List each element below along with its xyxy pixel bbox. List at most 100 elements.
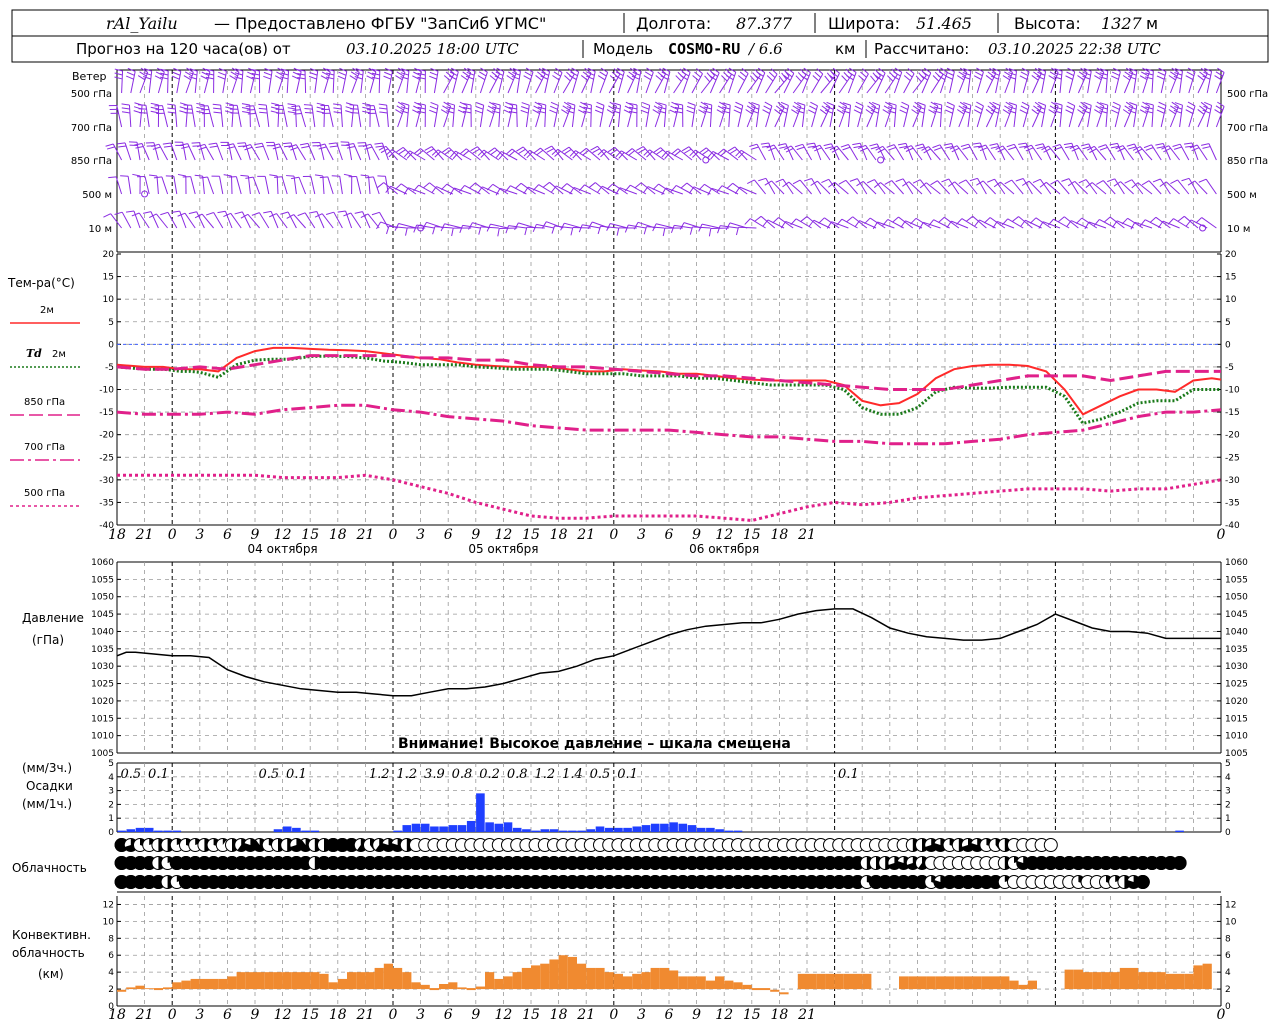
wind-barb — [299, 142, 316, 161]
wind-barb — [223, 174, 233, 195]
wind-barb — [271, 143, 288, 161]
wind-barb — [208, 142, 224, 161]
wind-barb — [737, 68, 749, 94]
wind-calm-mark — [141, 190, 149, 198]
conv-bar — [512, 972, 522, 990]
precip-unit-top: (мм/3ч.) — [22, 761, 72, 775]
wind-barb — [1066, 220, 1088, 229]
precip-title: Осадки — [26, 779, 73, 793]
wind-barb — [590, 145, 610, 161]
x-hour-label: 0 — [168, 527, 177, 543]
x-hour-label: 0 — [389, 527, 398, 543]
wind-barb — [183, 67, 194, 94]
wind-barb — [919, 182, 941, 195]
wind-level-label: 500 гПа — [71, 89, 112, 100]
wind-barb — [486, 183, 509, 195]
precip-bar — [282, 826, 292, 832]
wind-barb — [1177, 215, 1199, 229]
x-hour-label: 3 — [416, 527, 425, 543]
precip-total-label: 1.2 — [534, 767, 555, 782]
wind-barb — [162, 142, 178, 161]
wind-barb — [762, 101, 773, 128]
wind-barb — [808, 101, 818, 128]
wind-barb — [840, 144, 859, 161]
wind-barb — [136, 175, 150, 195]
wind-barb — [808, 219, 831, 229]
wind-barb — [320, 105, 334, 128]
conv-bar — [328, 982, 338, 990]
conv-bar — [1156, 972, 1166, 990]
wind-barb — [431, 149, 454, 161]
precip-total-label: 0.8 — [507, 767, 528, 782]
y-tick-label-left: -10 — [99, 386, 114, 396]
wind-barb — [1082, 101, 1092, 128]
x-hour-label: 3 — [637, 1007, 646, 1023]
wind-barb — [836, 218, 858, 229]
y-tick-label-left: 1 — [108, 814, 114, 824]
wind-barb — [853, 101, 864, 128]
forecast-prefix: Прогноз на 120 часа(ов) от — [76, 40, 291, 58]
wind-barb — [412, 101, 422, 128]
conv-bar — [301, 972, 311, 990]
wind-barb — [1189, 144, 1208, 161]
wind-barb — [1202, 101, 1213, 128]
wind-barb — [314, 174, 325, 195]
wind-barb — [958, 179, 978, 195]
wind-barb — [608, 68, 621, 94]
precip-total-label: 0.1 — [286, 767, 307, 782]
cloud-cover-icon — [1043, 838, 1058, 852]
x-hour-label: 3 — [195, 527, 204, 543]
wind-barb — [114, 68, 124, 94]
wind-barb — [417, 102, 426, 128]
precip-bar — [706, 827, 715, 832]
wind-barb — [302, 175, 316, 195]
station-name: rAl_Yailu — [106, 14, 178, 33]
wind-barb — [362, 102, 371, 128]
wind-barb — [459, 184, 481, 195]
wind-barb — [932, 144, 951, 161]
wind-barb — [432, 226, 453, 235]
wind-level-label: 850 гПа — [71, 156, 112, 167]
wind-barb — [983, 217, 1006, 229]
wind-barb — [886, 144, 905, 161]
conv-bar — [402, 972, 412, 990]
model-name: COSMO-RU — [668, 40, 740, 58]
y-tick-label-left: -35 — [99, 498, 114, 508]
conv-bar — [659, 967, 669, 990]
x-hour-label: 18 — [770, 1007, 788, 1023]
conv-bar — [1009, 980, 1019, 990]
wind-barb — [872, 221, 895, 230]
lon-value: 87.377 — [736, 14, 793, 33]
wind-barb — [505, 148, 527, 161]
wind-barb — [1006, 143, 1024, 161]
conv-bar — [1027, 980, 1037, 990]
precip-bar — [678, 823, 688, 832]
wind-barb — [333, 103, 343, 128]
wind-barb — [561, 101, 572, 128]
wind-barb — [775, 178, 794, 195]
wind-barb — [1004, 179, 1024, 195]
wind-barb — [1124, 179, 1144, 195]
wind-barb — [103, 213, 122, 229]
conv-bar — [153, 988, 163, 991]
wind-barb — [196, 143, 215, 161]
wind-calm-mark — [702, 156, 710, 164]
wind-barb — [774, 101, 785, 128]
wind-barb — [1019, 67, 1030, 94]
x-hour-label: 9 — [692, 527, 701, 543]
precip-bar — [402, 825, 412, 832]
wind-barb — [1152, 178, 1171, 195]
x-hour-label: 6 — [223, 527, 232, 543]
wind-barb — [459, 224, 481, 234]
x-hour-label: 0 — [609, 1007, 618, 1023]
wind-barb — [1075, 217, 1098, 229]
wind-barb — [211, 175, 224, 195]
y-tick-label-left: 4 — [108, 773, 114, 783]
wind-barb — [686, 102, 696, 128]
precip-bar — [430, 826, 439, 832]
conv-bar — [218, 978, 228, 990]
wind-barb — [331, 175, 343, 195]
wind-barb — [1128, 102, 1138, 128]
y-tick-label-left: -30 — [99, 476, 114, 486]
wind-barb — [1214, 67, 1225, 94]
